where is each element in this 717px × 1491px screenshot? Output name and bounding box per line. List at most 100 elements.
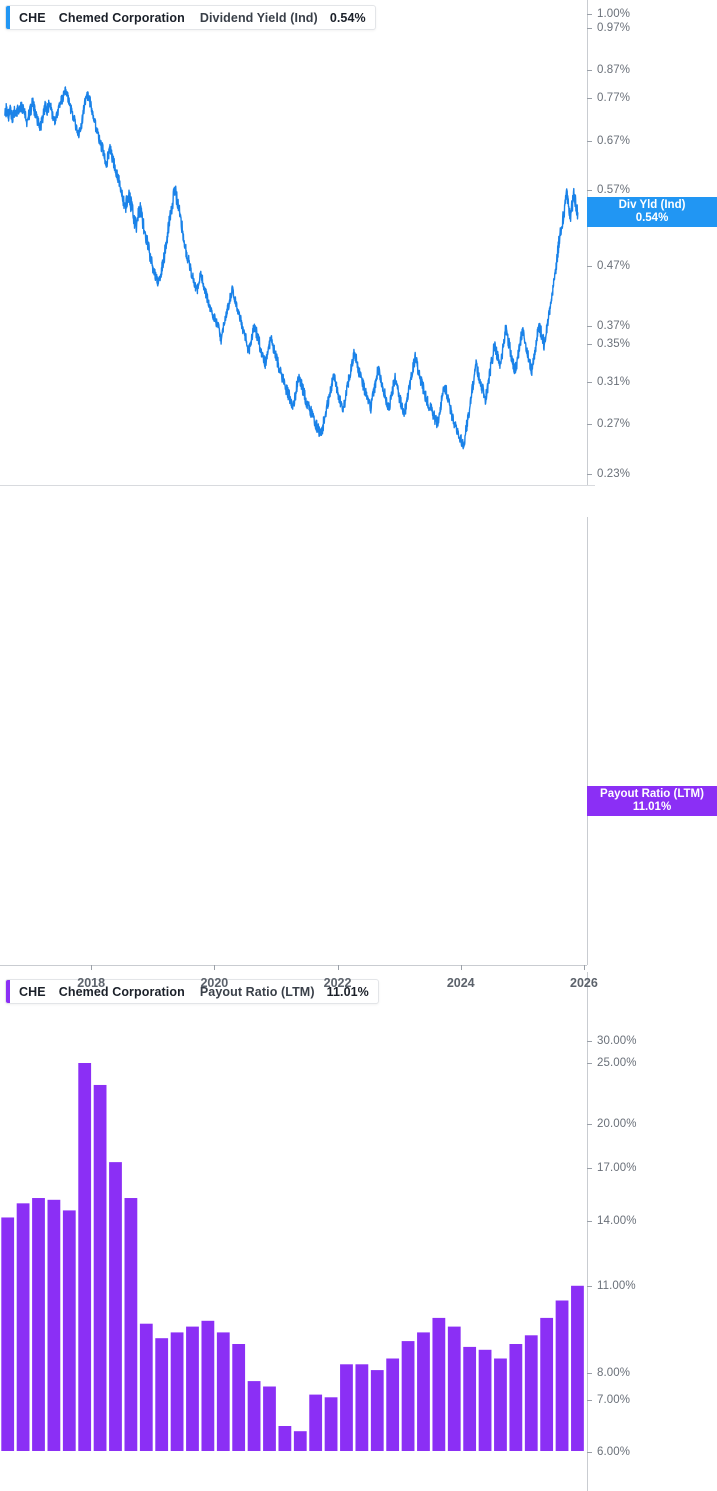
- y-axis-tick-label: 0.77%: [597, 92, 631, 104]
- y-axis-tick-label: 6.00%: [597, 1446, 631, 1458]
- tick-mark: [587, 13, 592, 15]
- tick-mark: [587, 1167, 592, 1169]
- bar[interactable]: [216, 1332, 230, 1451]
- y-axis-tick: 0.37%: [587, 320, 630, 333]
- bar[interactable]: [494, 1358, 507, 1452]
- bar[interactable]: [62, 1210, 76, 1451]
- tick-mark: [587, 265, 592, 267]
- tick-mark: [587, 69, 592, 71]
- tick-mark: [583, 965, 585, 970]
- y-axis-tick-label: 25.00%: [597, 1057, 637, 1069]
- legend-company-name: Chemed Corporation: [58, 10, 185, 25]
- legend-metric-name: Dividend Yield (Ind): [199, 10, 318, 25]
- y-axis-tick-label: 1.00%: [597, 8, 631, 20]
- bar[interactable]: [340, 1364, 353, 1451]
- y-axis-tick-label: 0.47%: [597, 260, 631, 272]
- bar[interactable]: [16, 1203, 30, 1451]
- tick-mark: [587, 1451, 592, 1453]
- bar[interactable]: [524, 1335, 538, 1451]
- y-axis-tick-label: 0.97%: [597, 22, 631, 34]
- legend-dividend-yield[interactable]: CHE Chemed Corporation Dividend Yield (I…: [5, 5, 376, 30]
- y-axis-tick: 0.77%: [587, 92, 630, 105]
- bar[interactable]: [324, 1397, 338, 1451]
- bar[interactable]: [155, 1338, 169, 1451]
- tick-mark: [587, 27, 592, 29]
- bar[interactable]: [32, 1198, 45, 1451]
- y-axis-tick: 0.31%: [587, 376, 630, 389]
- bar[interactable]: [247, 1381, 261, 1451]
- bar[interactable]: [170, 1332, 184, 1451]
- y-axis-tick: 0.27%: [587, 418, 630, 431]
- bar[interactable]: [555, 1300, 569, 1452]
- dividend-yield-value-badge[interactable]: Div Yld (Ind) 0.54%: [587, 197, 717, 227]
- bar[interactable]: [278, 1426, 292, 1451]
- tick-mark: [460, 965, 462, 970]
- dividend-yield-plot[interactable]: [0, 14, 587, 482]
- tick-mark: [587, 140, 592, 142]
- bar[interactable]: [417, 1332, 430, 1451]
- bar[interactable]: [124, 1198, 138, 1451]
- bar[interactable]: [463, 1346, 477, 1451]
- y-axis-tick-label: 0.35%: [597, 338, 631, 350]
- y-axis-tick-label: 0.37%: [597, 320, 631, 332]
- legend-metric-value: 11.01%: [326, 984, 369, 999]
- y-axis-tick: 7.00%: [587, 1394, 630, 1407]
- tick-mark: [587, 473, 592, 475]
- payout-ratio-y-axis: 30.00% 25.00% 20.00% 17.00% 14.00% 11.00% 8.00…: [587, 972, 717, 1491]
- legend-payout-ratio[interactable]: CHE Chemed Corporation Payout Ratio (LTM…: [5, 979, 379, 1004]
- bar[interactable]: [478, 1349, 492, 1451]
- bar[interactable]: [309, 1394, 323, 1451]
- bar[interactable]: [447, 1326, 461, 1451]
- bar[interactable]: [540, 1317, 554, 1451]
- bar[interactable]: [263, 1386, 276, 1452]
- bar[interactable]: [78, 1063, 92, 1451]
- y-axis-tick: 0.87%: [587, 64, 630, 77]
- dividend-yield-y-axis: 1.00% 0.97% 0.87% 0.77% 0.67% 0.57% 0.47% 0.37%…: [587, 0, 717, 486]
- bar[interactable]: [370, 1370, 384, 1451]
- payout-ratio-plot[interactable]: [0, 1003, 587, 1451]
- x-axis-tick-label: 2018: [77, 976, 106, 990]
- bar[interactable]: [109, 1162, 122, 1451]
- y-axis-tick: 0.35%: [587, 338, 630, 351]
- bar[interactable]: [432, 1317, 446, 1451]
- tick-mark: [214, 965, 216, 970]
- y-axis-tick-label: 8.00%: [597, 1367, 631, 1379]
- bar[interactable]: [571, 1285, 584, 1451]
- y-axis-tick-label: 0.67%: [597, 135, 631, 147]
- payout-ratio-value-badge[interactable]: Payout Ratio (LTM) 11.01%: [587, 786, 717, 816]
- bar[interactable]: [355, 1364, 369, 1451]
- y-axis-tick-label: 0.27%: [597, 418, 631, 430]
- bar[interactable]: [401, 1341, 415, 1451]
- legend-company-name: Chemed Corporation: [58, 984, 185, 999]
- bar[interactable]: [93, 1084, 107, 1451]
- tick-mark: [587, 381, 592, 383]
- dividend-yield-panel: CHE Chemed Corporation Dividend Yield (I…: [0, 0, 717, 486]
- y-axis-tick-label: 0.87%: [597, 64, 631, 76]
- y-axis-tick-label: 17.00%: [597, 1162, 637, 1174]
- tick-mark: [587, 1372, 592, 1374]
- y-axis-tick: 0.47%: [587, 260, 630, 273]
- bar[interactable]: [201, 1320, 215, 1451]
- tick-mark: [587, 97, 592, 99]
- bar[interactable]: [186, 1326, 199, 1451]
- bar[interactable]: [139, 1323, 153, 1451]
- bar[interactable]: [232, 1344, 246, 1451]
- y-axis-line: [587, 972, 588, 1491]
- y-axis-tick: 0.67%: [587, 135, 630, 148]
- dividend-yield-line-svg: [4, 86, 579, 450]
- y-axis-tick: 0.97%: [587, 22, 630, 35]
- y-axis-tick-label: 0.23%: [597, 468, 631, 480]
- bar[interactable]: [47, 1199, 61, 1451]
- y-axis-tick: 11.00%: [587, 1280, 636, 1293]
- bar[interactable]: [293, 1431, 307, 1451]
- series-color-swatch-purple: [6, 980, 10, 1003]
- bar[interactable]: [509, 1344, 523, 1451]
- y-axis-tick: 0.57%: [587, 184, 630, 197]
- tick-mark: [91, 965, 93, 970]
- y-axis-tick: 6.00%: [587, 1446, 630, 1459]
- y-axis-tick: 25.00%: [587, 1057, 637, 1070]
- bar[interactable]: [1, 1217, 15, 1451]
- bar[interactable]: [386, 1358, 400, 1452]
- tick-mark: [337, 965, 339, 970]
